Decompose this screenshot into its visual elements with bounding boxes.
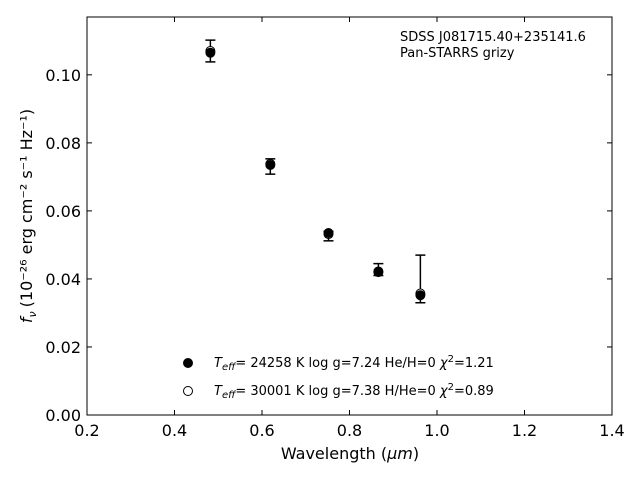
legend-1-sub: eff [222,362,237,373]
legend-1-t: T [214,356,223,371]
x-axis-label-unit: μm [386,444,413,463]
x-tick-label: 0.6 [249,421,274,440]
plot-frame [86,16,613,416]
y-axis-label-subscript: ν [26,311,39,317]
legend-marker-open [183,386,193,396]
y-axis-label-unit: (10⁻²⁶ erg cm⁻² s⁻¹ Hz⁻¹) [17,109,36,307]
point-filled [373,267,384,278]
y-tick-label: 0.02 [45,338,81,357]
point-filled [323,228,334,239]
legend-2-tail: =0.89 [454,384,494,399]
legend-1-tail: =1.21 [454,356,494,371]
y-axis-label-symbol: f [17,315,36,323]
x-tick-label: 1.0 [424,421,449,440]
y-axis-label: fν (10⁻²⁶ erg cm⁻² s⁻¹ Hz⁻¹) [17,109,39,323]
x-tick-label: 1.2 [512,421,537,440]
x-axis-label-close: ) [413,444,419,463]
y-tick-label: 0.06 [45,202,81,221]
legend-1-chi: χ [439,356,449,371]
annotation-line-2: Pan-STARRS grizy [400,46,515,61]
legend-1-rest: = 24258 K log g=7.24 He/H=0 [235,356,440,371]
x-axis-label: Wavelength (μm) [281,444,419,463]
point-filled [205,47,216,58]
y-tick-label: 0.04 [45,270,81,289]
legend: Teff= 24258 K log g=7.24 He/H=0 χ2=1.21 … [183,354,494,401]
x-tick-label: 1.4 [599,421,624,440]
legend-marker-filled [183,358,193,368]
x-tick-label: 0.8 [337,421,362,440]
errorbars-layer [205,39,426,304]
markers-layer [205,46,426,301]
legend-2-t: T [214,384,223,399]
y-tick-label: 0.08 [45,134,81,153]
y-tick-label: 0.10 [45,66,81,85]
legend-1-sup: 2 [448,354,454,365]
ticks-layer: 0.2 0.4 0.6 0.8 1.0 1.2 1.4 0.00 0.02 0.04 0.06 0.0… [45,17,625,440]
annotation-line-1: SDSS J081715.40+235141.6 [400,30,586,45]
x-tick-label: 0.2 [74,421,99,440]
legend-entry-2: Teff= 30001 K log g=7.38 H/He=0 χ2=0.89 [214,382,494,401]
legend-2-sup: 2 [448,382,454,393]
legend-2-rest: = 30001 K log g=7.38 H/He=0 [235,384,440,399]
point-filled [265,159,276,170]
point-filled [415,290,426,301]
x-axis-label-main: Wavelength ( [281,444,387,463]
y-tick-label: 0.00 [45,406,81,425]
x-tick-label: 0.4 [162,421,187,440]
legend-2-sub: eff [222,390,237,401]
legend-2-chi: χ [439,384,449,399]
legend-entry-1: Teff= 24258 K log g=7.24 He/H=0 χ2=1.21 [214,354,494,373]
